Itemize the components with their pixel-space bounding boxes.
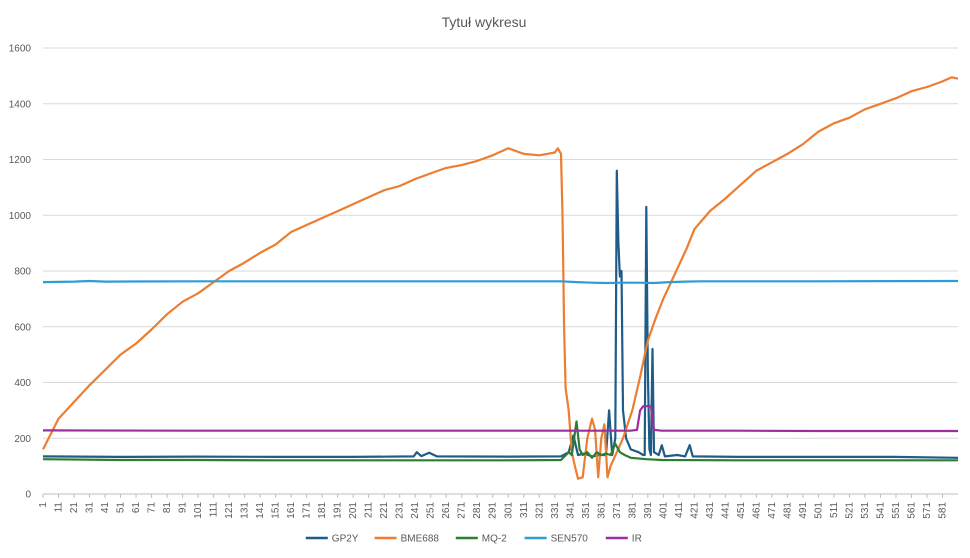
x-tick-label: 371 xyxy=(612,502,623,519)
x-tick-label: 141 xyxy=(255,502,266,519)
y-tick-label: 1200 xyxy=(9,155,32,166)
x-tick-label: 161 xyxy=(286,502,297,519)
x-tick-label: 351 xyxy=(581,502,592,519)
x-tick-label: 61 xyxy=(131,502,142,514)
x-tick-label: 331 xyxy=(550,502,561,519)
x-tick-label: 471 xyxy=(767,502,778,519)
x-tick-label: 301 xyxy=(503,502,514,519)
x-tick-label: 91 xyxy=(178,502,189,514)
y-tick-label: 800 xyxy=(14,267,31,278)
grid-lines xyxy=(43,47,958,495)
legend[interactable]: GP2Y BME688 MQ-2 SEN570 IR xyxy=(305,534,642,545)
legend-item-mq-2[interactable]: MQ-2 xyxy=(455,534,507,545)
x-tick-label: 191 xyxy=(333,502,344,519)
y-tick-label: 1400 xyxy=(9,99,32,110)
x-tick-label: 21 xyxy=(69,502,80,514)
x-tick-label: 81 xyxy=(162,502,173,514)
x-tick-label: 281 xyxy=(472,502,483,519)
x-tick-label: 311 xyxy=(519,502,530,518)
x-tick-label: 121 xyxy=(224,502,235,519)
x-tick-label: 271 xyxy=(457,502,468,519)
x-tick-label: 131 xyxy=(240,502,251,519)
legend-label: SEN570 xyxy=(551,534,589,545)
legend-item-gp2y[interactable]: GP2Y xyxy=(305,534,359,545)
series-line-bme688 xyxy=(42,76,959,480)
x-tick-label: 101 xyxy=(193,502,204,519)
x-tick-label: 171 xyxy=(302,502,313,519)
x-tick-label: 461 xyxy=(751,502,762,519)
x-tick-label: 401 xyxy=(658,502,669,519)
x-tick-label: 491 xyxy=(798,502,809,519)
legend-label: MQ-2 xyxy=(482,534,507,545)
y-tick-label: 600 xyxy=(14,322,31,333)
x-tick-label: 531 xyxy=(860,502,871,519)
series-lines xyxy=(42,76,959,480)
series-line-mq-2 xyxy=(42,420,958,462)
x-tick-label: 111 xyxy=(209,502,220,518)
legend-item-sen570[interactable]: SEN570 xyxy=(524,534,589,545)
legend-label: BME688 xyxy=(401,534,440,545)
x-tick-label: 211 xyxy=(364,502,375,518)
x-tick-label: 31 xyxy=(85,502,96,514)
x-tick-label: 151 xyxy=(271,502,282,519)
x-tick-label: 11 xyxy=(54,502,65,513)
x-tick-label: 71 xyxy=(147,502,158,514)
x-tick-label: 521 xyxy=(844,502,855,519)
x-tick-label: 51 xyxy=(116,502,127,514)
x-tick-label: 221 xyxy=(379,502,390,519)
x-tick-label: 391 xyxy=(643,502,654,519)
legend-item-ir[interactable]: IR xyxy=(605,534,642,545)
x-tick-label: 381 xyxy=(627,502,638,519)
series-line-ir xyxy=(42,405,958,433)
series-line-sen570 xyxy=(42,279,959,285)
y-tick-label: 200 xyxy=(14,434,31,445)
x-tick-label: 261 xyxy=(441,502,452,519)
x-tick-label: 1 xyxy=(38,502,49,508)
x-axis-ticks: 1 11 21 31 41 51 61 71 81 91 101 111 121 131 141 151 161… xyxy=(38,494,948,519)
y-tick-label: 400 xyxy=(14,378,31,389)
x-tick-label: 441 xyxy=(720,502,731,519)
x-tick-label: 321 xyxy=(534,502,545,519)
x-tick-label: 201 xyxy=(348,502,359,519)
y-tick-label: 0 xyxy=(25,490,31,501)
x-tick-label: 181 xyxy=(317,502,328,519)
x-tick-label: 291 xyxy=(488,502,499,519)
legend-item-bme688[interactable]: BME688 xyxy=(374,534,440,545)
y-tick-label: 1600 xyxy=(9,44,32,55)
legend-label: IR xyxy=(632,534,642,545)
x-tick-label: 541 xyxy=(875,502,886,519)
x-tick-label: 431 xyxy=(705,502,716,519)
x-tick-label: 511 xyxy=(829,502,840,518)
x-tick-label: 421 xyxy=(689,502,700,519)
legend-label: GP2Y xyxy=(332,534,359,545)
x-tick-label: 571 xyxy=(922,502,933,519)
x-tick-label: 551 xyxy=(891,502,902,519)
x-tick-label: 451 xyxy=(736,502,747,519)
x-tick-label: 481 xyxy=(782,502,793,519)
x-tick-label: 41 xyxy=(100,502,111,514)
y-tick-label: 1000 xyxy=(9,211,32,222)
x-tick-label: 561 xyxy=(906,502,917,519)
x-tick-label: 241 xyxy=(410,502,421,519)
y-axis-ticks: 0 200 400 600 800 1000 1200 1400 1600 xyxy=(9,44,32,501)
series-line-gp2y xyxy=(42,169,959,459)
x-tick-label: 231 xyxy=(395,502,406,519)
x-tick-label: 251 xyxy=(426,502,437,519)
x-tick-label: 501 xyxy=(813,502,824,519)
x-tick-label: 411 xyxy=(674,502,685,518)
x-tick-label: 361 xyxy=(596,502,607,519)
x-tick-label: 581 xyxy=(937,502,948,519)
x-tick-label: 341 xyxy=(565,502,576,519)
chart-title: Tytuł wykresu xyxy=(442,14,527,30)
